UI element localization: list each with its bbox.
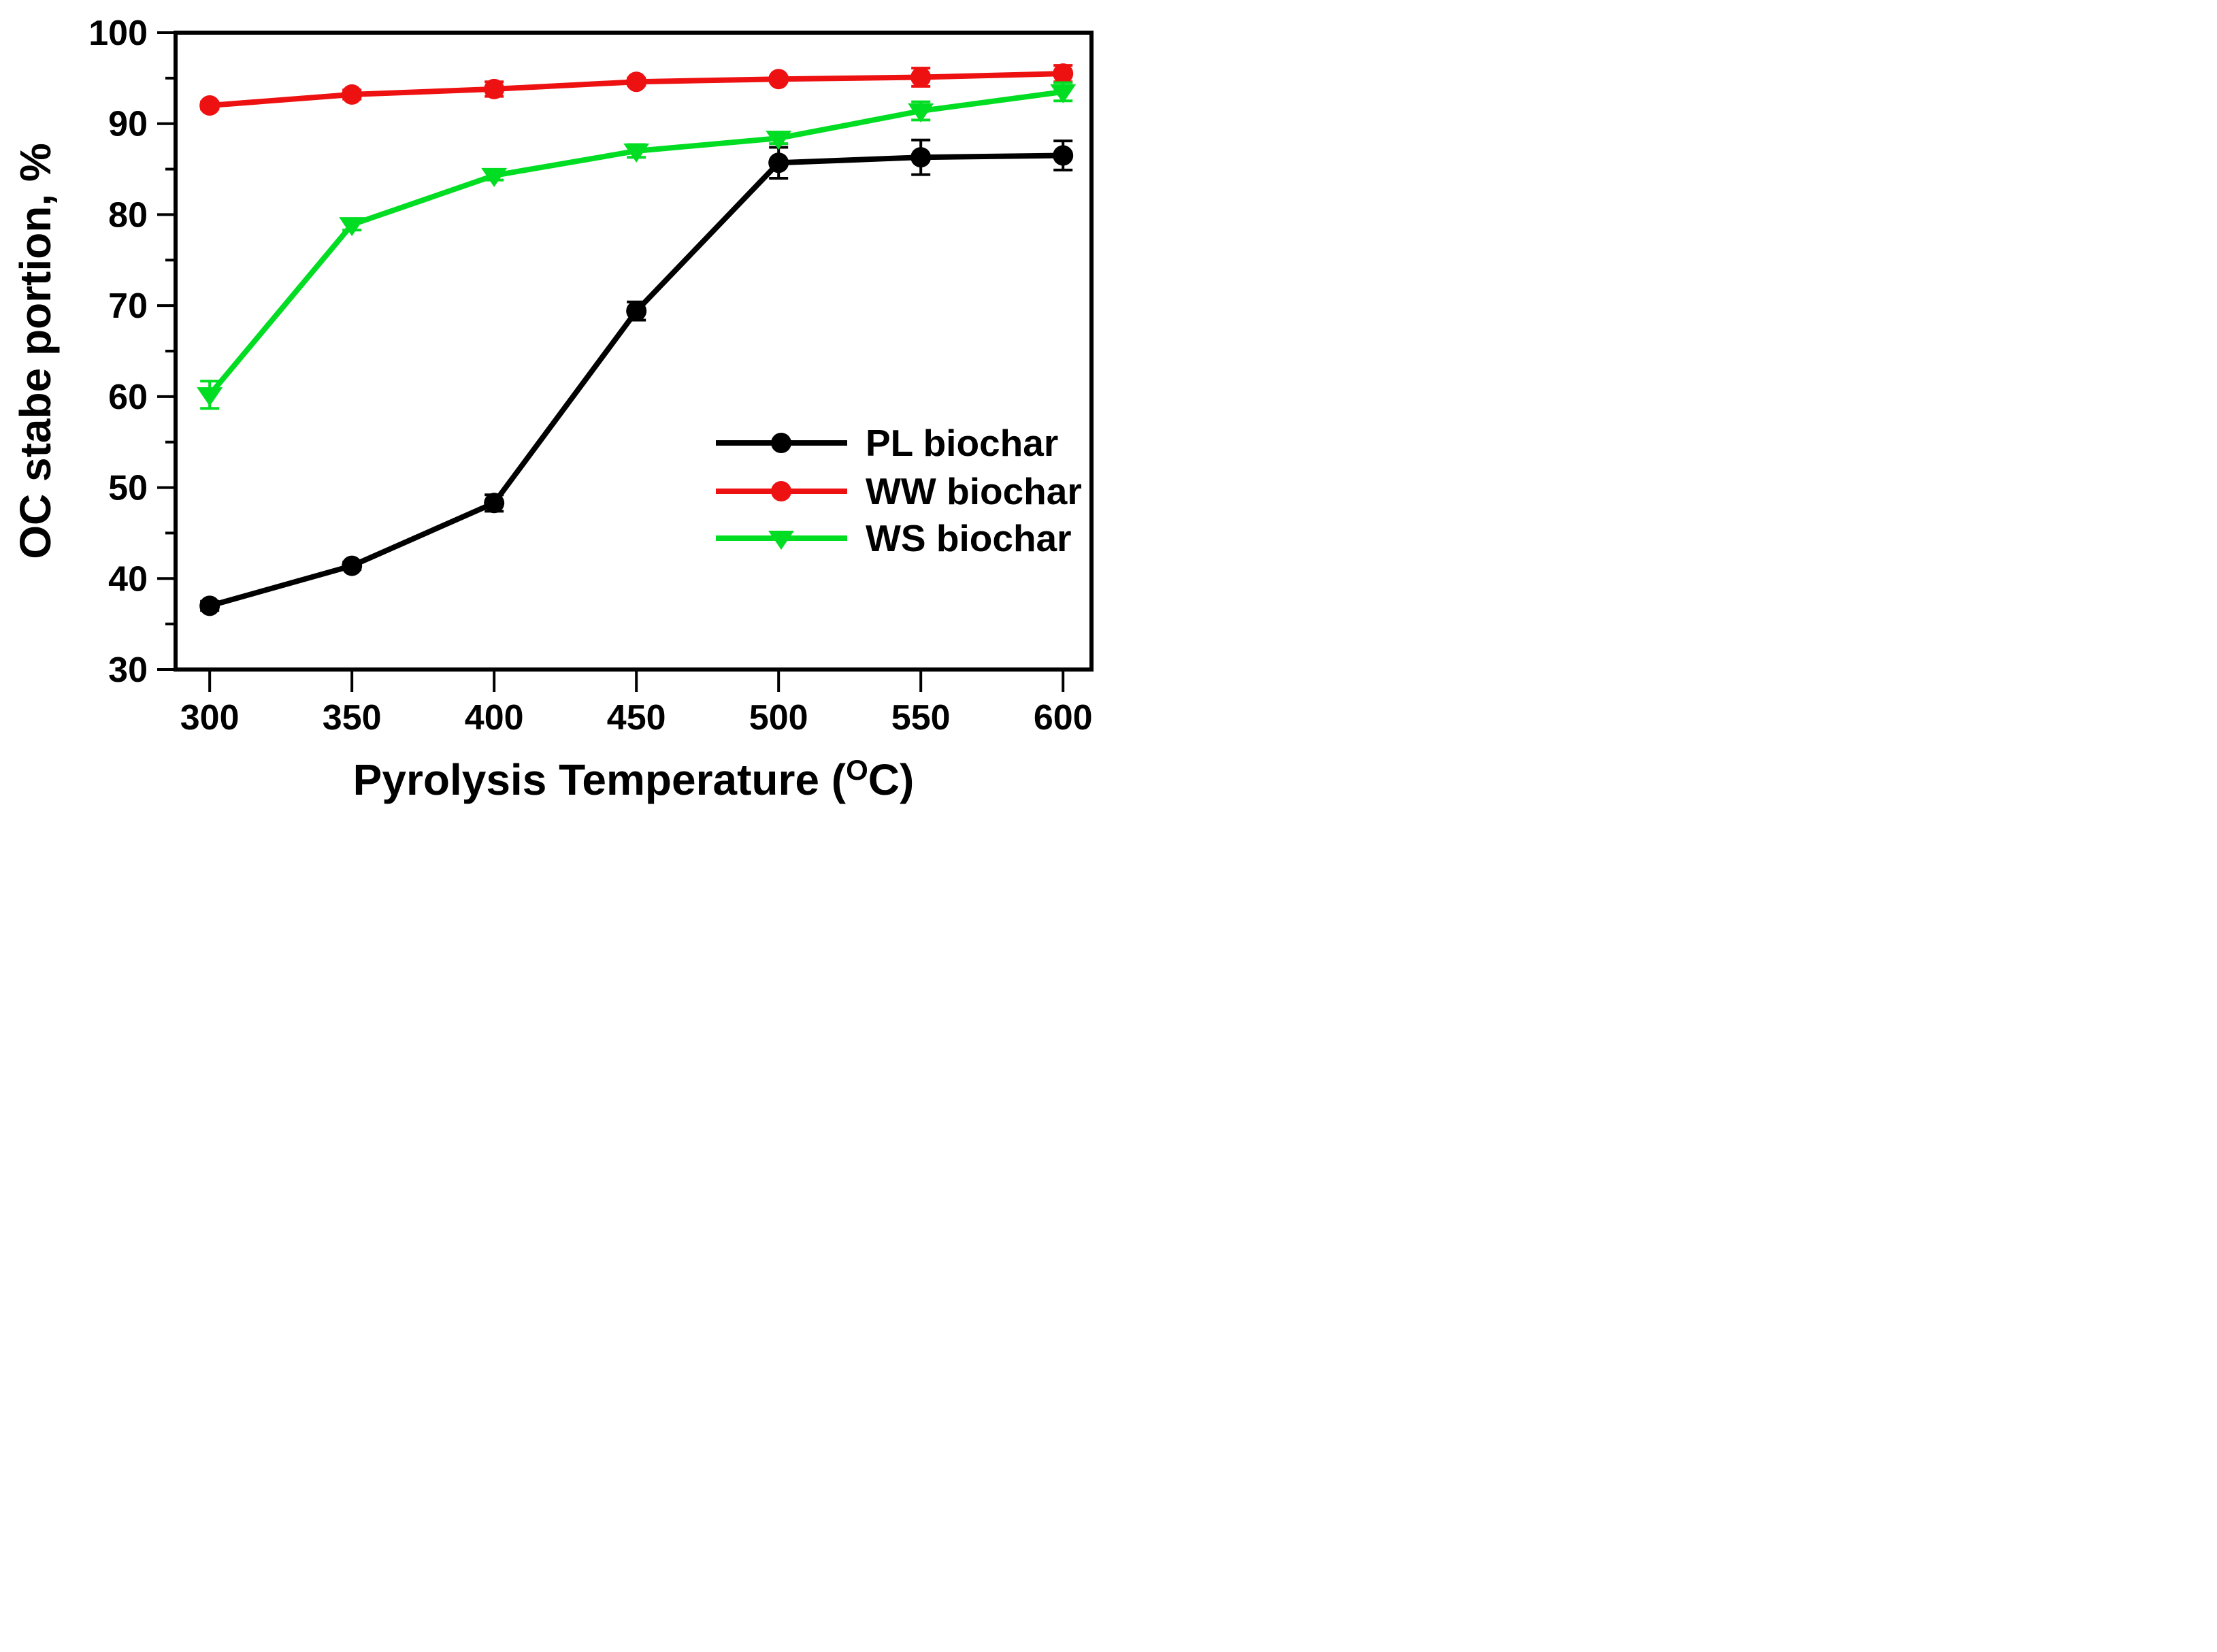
data-point-marker (481, 167, 508, 187)
data-point-marker (768, 69, 789, 90)
series-ww-biochar (199, 63, 1074, 116)
data-point-marker (623, 143, 650, 163)
series-pl-biochar (199, 138, 1074, 616)
biochar-line-chart-figure: 30 40 50 60 70 80 90 100 300 350 400 450 500 550 600 Py… (0, 0, 1108, 826)
data-point-marker (339, 217, 365, 237)
y-tick-label: 40 (108, 559, 148, 599)
data-point-marker (197, 387, 223, 407)
data-point-marker (1053, 145, 1074, 166)
y-tick-label: 50 (108, 469, 148, 508)
data-point-marker (199, 595, 220, 616)
degree-superscript: O (846, 754, 868, 786)
series-ws-biochar (197, 81, 1077, 410)
data-point-marker (910, 147, 932, 168)
legend-marker (771, 481, 791, 501)
legend-marker (768, 531, 794, 550)
x-tick-label: 450 (607, 698, 666, 738)
y-tick-label: 80 (108, 195, 148, 235)
x-axis: 300 350 400 450 500 550 600 (180, 670, 1093, 738)
legend-label: WW biochar (866, 470, 1082, 512)
legend-entry-ws-biochar: WS biochar (716, 517, 1072, 559)
data-point-marker (342, 555, 363, 576)
data-point-marker (910, 67, 932, 88)
legend-label: PL biochar (866, 422, 1058, 464)
y-tick-label: 30 (108, 650, 148, 690)
x-tick-label: 350 (323, 698, 382, 738)
legend-label: WS biochar (866, 517, 1072, 559)
series-line (208, 88, 1064, 397)
legend-marker (771, 433, 791, 453)
legend-entry-pl-biochar: PL biochar (716, 422, 1058, 464)
x-tick-label: 400 (465, 698, 524, 738)
data-point-marker (626, 301, 647, 322)
x-tick-label: 600 (1034, 698, 1093, 738)
data-point-marker (484, 78, 505, 99)
data-point-marker (1053, 63, 1074, 84)
data-point-marker (484, 493, 505, 514)
x-tick-label: 500 (749, 698, 808, 738)
data-point-marker (626, 71, 647, 93)
data-point-marker (768, 152, 789, 174)
y-axis: 30 40 50 60 70 80 90 100 (88, 14, 176, 690)
x-tick-label: 550 (891, 698, 951, 738)
x-tick-label: 300 (180, 698, 240, 738)
data-point-marker (1050, 84, 1077, 103)
y-tick-label: 60 (108, 378, 148, 417)
data-point-marker (766, 131, 792, 150)
x-axis-title: Pyrolysis Temperature (OC) (353, 754, 915, 804)
y-axis-title: OC stabe portion, % (11, 143, 60, 559)
legend: PL biochar WW biochar WS biochar (716, 422, 1082, 559)
y-tick-label: 100 (88, 14, 148, 53)
data-point-marker (199, 95, 220, 116)
chart-svg: 30 40 50 60 70 80 90 100 300 350 400 450 500 550 600 Py… (11, 14, 1094, 804)
data-point-marker (908, 103, 934, 122)
y-tick-label: 70 (108, 286, 148, 326)
y-tick-label: 90 (108, 105, 148, 144)
legend-entry-ww-biochar: WW biochar (716, 470, 1082, 512)
data-point-marker (342, 84, 363, 105)
